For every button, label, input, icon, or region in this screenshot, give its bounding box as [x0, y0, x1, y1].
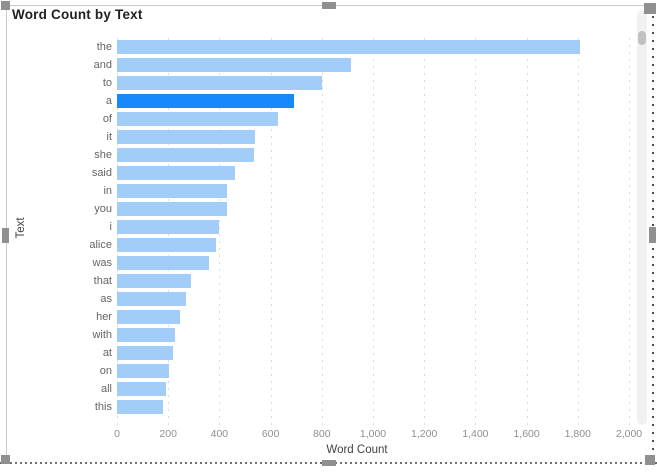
category-label-the: the: [96, 41, 112, 53]
x-axis-title: Word Count: [326, 444, 388, 456]
chart-title: Word Count by Text: [12, 7, 143, 22]
category-label-was: was: [92, 257, 112, 269]
bar-at[interactable]: [117, 346, 173, 360]
category-label-i: i: [109, 221, 112, 233]
category-label-as: as: [100, 293, 112, 305]
gridline: [219, 38, 221, 426]
bar-as[interactable]: [117, 292, 187, 306]
category-label-of: of: [102, 113, 112, 125]
resize-handle-left-middle[interactable]: [2, 228, 9, 243]
bar-a[interactable]: [117, 94, 294, 108]
bar-said[interactable]: [117, 166, 235, 180]
category-label-alice: alice: [89, 239, 112, 251]
category-label-all: all: [100, 383, 112, 395]
gridline: [577, 38, 579, 426]
x-axis-ticks: 0 200 400 600 800 1,000 1,200 1,400 1,600 1,800 2,…: [0, 428, 657, 442]
x-tick-label: 1,200: [411, 428, 438, 440]
category-label-to: to: [102, 77, 112, 89]
bar-with[interactable]: [117, 328, 176, 342]
category-label-at: at: [102, 347, 112, 359]
x-tick-label: 1,000: [359, 428, 387, 440]
y-axis-title: Text: [15, 217, 27, 239]
gridline: [321, 38, 323, 426]
scrollbar-thumb[interactable]: [638, 31, 646, 45]
category-label-that: that: [93, 275, 112, 287]
category-label-it: it: [106, 131, 113, 143]
scrollbar-track[interactable]: [637, 10, 647, 425]
bar-in[interactable]: [117, 184, 228, 198]
x-tick-label: 200: [159, 428, 177, 440]
category-label-a: a: [105, 95, 112, 107]
category-label-this: this: [94, 401, 112, 413]
x-tick-label: 800: [313, 428, 331, 440]
y-axis-labels: the and to a of it she said in you i alice was that as…: [40, 38, 112, 416]
gridline: [629, 38, 630, 426]
bar-was[interactable]: [117, 256, 209, 270]
category-label-in: in: [103, 185, 112, 197]
x-tick-label: 0: [114, 428, 120, 440]
bar-to[interactable]: [117, 76, 322, 90]
category-label-said: said: [91, 167, 112, 179]
resize-handle-top-center[interactable]: [322, 2, 336, 9]
bar-and[interactable]: [117, 58, 352, 72]
category-label-with: with: [92, 329, 112, 341]
x-tick-label: 400: [210, 428, 229, 440]
resize-handle-top-right[interactable]: [644, 3, 656, 14]
category-label-her: her: [96, 311, 112, 323]
gridline: [475, 38, 477, 426]
plot-area: [117, 38, 633, 426]
resize-handle-top-left[interactable]: [1, 1, 10, 10]
resize-handle-bottom-center[interactable]: [322, 460, 336, 466]
gridline: [424, 38, 426, 426]
resize-handle-bottom-right[interactable]: [645, 455, 655, 465]
category-label-and: and: [93, 59, 112, 71]
x-tick-label: 1,400: [462, 428, 489, 440]
bar-the[interactable]: [117, 40, 581, 54]
bar-her[interactable]: [117, 310, 180, 324]
bar-it[interactable]: [117, 130, 256, 144]
bar-you[interactable]: [117, 202, 227, 216]
x-tick-label: 2,000: [615, 428, 643, 440]
bar-that[interactable]: [117, 274, 191, 288]
bar-all[interactable]: [117, 382, 167, 396]
resize-handle-right-middle[interactable]: [649, 227, 656, 243]
gridline: [526, 38, 528, 426]
x-tick-label: 1,600: [513, 428, 540, 440]
bar-i[interactable]: [117, 220, 220, 234]
resize-handle-bottom-left[interactable]: [1, 455, 10, 464]
category-label-you: you: [94, 203, 112, 215]
bar-of[interactable]: [117, 112, 279, 126]
bar-alice[interactable]: [117, 238, 216, 252]
category-label-she: she: [94, 149, 112, 161]
bar-on[interactable]: [117, 364, 169, 378]
x-tick-label: 600: [261, 428, 280, 440]
bar-she[interactable]: [117, 148, 254, 162]
gridline: [373, 38, 374, 426]
bar-this[interactable]: [117, 400, 164, 414]
category-label-on: on: [99, 365, 112, 377]
x-tick-label: 1,800: [564, 428, 591, 440]
gridline: [270, 38, 272, 426]
